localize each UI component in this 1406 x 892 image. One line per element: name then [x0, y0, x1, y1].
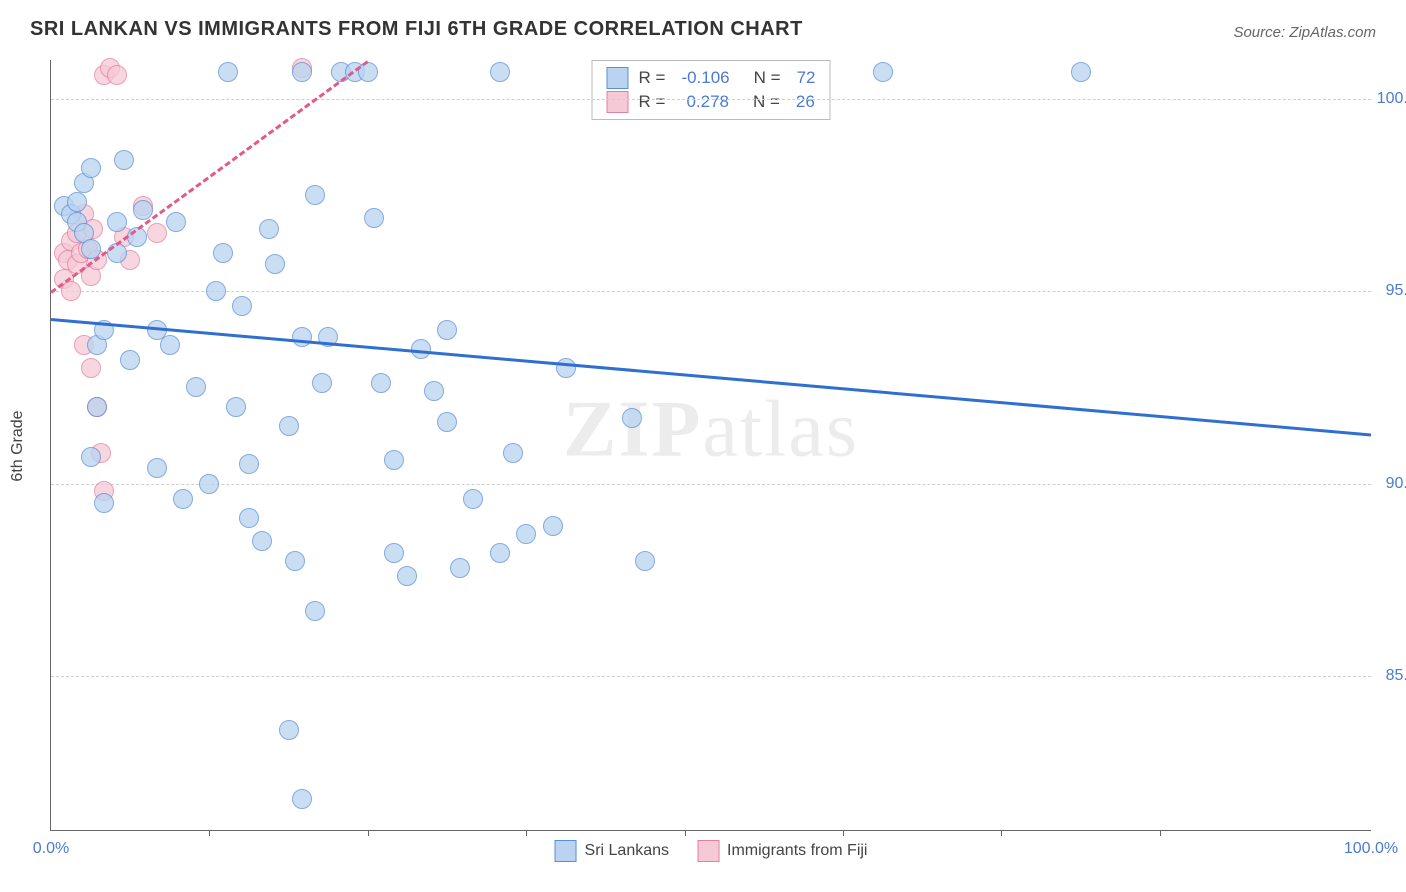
- series-a-point: [81, 158, 101, 178]
- series-a-point: [81, 447, 101, 467]
- series-a-point: [371, 373, 391, 393]
- series-a-point: [147, 458, 167, 478]
- y-tick-label: 100.0%: [1377, 90, 1406, 108]
- series-a-point: [173, 489, 193, 509]
- series-a-point: [252, 531, 272, 551]
- series-a-point: [292, 327, 312, 347]
- gridline: [51, 676, 1371, 677]
- series-a-point: [873, 62, 893, 82]
- series-a-point: [305, 601, 325, 621]
- legend-item-a: Sri Lankans: [555, 840, 670, 862]
- series-a-point: [213, 243, 233, 263]
- swatch-series-b-bottom: [697, 840, 719, 862]
- n-value-a: 72: [797, 68, 816, 88]
- legend-row-series-a: R =-0.106 N =72: [607, 67, 816, 89]
- x-tick-mark: [843, 830, 844, 836]
- series-a-point: [312, 373, 332, 393]
- legend-label-b: Immigrants from Fiji: [727, 842, 867, 860]
- y-tick-label: 85.0%: [1386, 667, 1406, 685]
- series-legend: Sri Lankans Immigrants from Fiji: [555, 840, 868, 862]
- series-a-point: [516, 524, 536, 544]
- legend-row-series-b: R =0.278 N =26: [607, 91, 816, 113]
- series-a-point: [114, 150, 134, 170]
- source-label: Source: ZipAtlas.com: [1233, 24, 1376, 41]
- y-axis-label: 6th Grade: [9, 410, 27, 481]
- gridline: [51, 99, 1371, 100]
- series-a-point: [543, 516, 563, 536]
- series-a-point: [259, 219, 279, 239]
- chart-container: SRI LANKAN VS IMMIGRANTS FROM FIJI 6TH G…: [0, 0, 1406, 892]
- series-a-point: [364, 208, 384, 228]
- correlation-legend: R =-0.106 N =72 R =0.278 N =26: [592, 60, 831, 120]
- series-a-point: [450, 558, 470, 578]
- series-a-point: [1071, 62, 1091, 82]
- series-a-point: [265, 254, 285, 274]
- series-a-point: [437, 412, 457, 432]
- series-a-point: [186, 377, 206, 397]
- r-value-b: 0.278: [686, 92, 729, 112]
- series-a-point: [384, 450, 404, 470]
- series-a-point: [397, 566, 417, 586]
- x-tick-label: 100.0%: [1344, 840, 1398, 858]
- series-b-point: [107, 65, 127, 85]
- series-a-point: [67, 192, 87, 212]
- swatch-series-b: [607, 91, 629, 113]
- swatch-series-a-bottom: [555, 840, 577, 862]
- swatch-series-a: [607, 67, 629, 89]
- series-a-point: [87, 397, 107, 417]
- series-a-point: [206, 281, 226, 301]
- gridline: [51, 291, 1371, 292]
- series-a-point: [622, 408, 642, 428]
- legend-item-b: Immigrants from Fiji: [697, 840, 867, 862]
- series-a-point: [503, 443, 523, 463]
- series-a-trendline: [51, 318, 1371, 436]
- chart-title: SRI LANKAN VS IMMIGRANTS FROM FIJI 6TH G…: [30, 18, 803, 41]
- x-tick-mark: [526, 830, 527, 836]
- series-b-point: [81, 358, 101, 378]
- x-tick-mark: [685, 830, 686, 836]
- series-a-point: [239, 454, 259, 474]
- series-a-point: [490, 62, 510, 82]
- series-b-point: [147, 223, 167, 243]
- series-a-point: [120, 350, 140, 370]
- series-a-point: [556, 358, 576, 378]
- watermark: ZIPatlas: [563, 384, 859, 475]
- series-a-point: [218, 62, 238, 82]
- series-a-point: [199, 474, 219, 494]
- series-a-point: [232, 296, 252, 316]
- series-a-point: [285, 551, 305, 571]
- series-a-point: [384, 543, 404, 563]
- series-a-point: [305, 185, 325, 205]
- gridline: [51, 484, 1371, 485]
- x-tick-mark: [368, 830, 369, 836]
- series-a-point: [490, 543, 510, 563]
- series-a-point: [437, 320, 457, 340]
- series-a-point: [424, 381, 444, 401]
- n-value-b: 26: [796, 92, 815, 112]
- series-a-point: [160, 335, 180, 355]
- series-a-point: [292, 789, 312, 809]
- series-a-point: [166, 212, 186, 232]
- series-a-point: [107, 212, 127, 232]
- r-value-a: -0.106: [681, 68, 729, 88]
- series-b-trendline: [50, 60, 369, 293]
- x-tick-mark: [209, 830, 210, 836]
- series-a-point: [635, 551, 655, 571]
- series-a-point: [239, 508, 259, 528]
- series-a-point: [226, 397, 246, 417]
- y-tick-label: 95.0%: [1386, 282, 1406, 300]
- x-tick-mark: [1160, 830, 1161, 836]
- legend-label-a: Sri Lankans: [585, 842, 670, 860]
- x-tick-label: 0.0%: [33, 840, 69, 858]
- series-a-point: [279, 416, 299, 436]
- series-a-point: [279, 720, 299, 740]
- x-tick-mark: [1001, 830, 1002, 836]
- series-a-point: [292, 62, 312, 82]
- y-tick-label: 90.0%: [1386, 475, 1406, 493]
- series-a-point: [463, 489, 483, 509]
- series-a-point: [94, 493, 114, 513]
- plot-area: ZIPatlas R =-0.106 N =72 R =0.278 N =26 …: [50, 60, 1371, 831]
